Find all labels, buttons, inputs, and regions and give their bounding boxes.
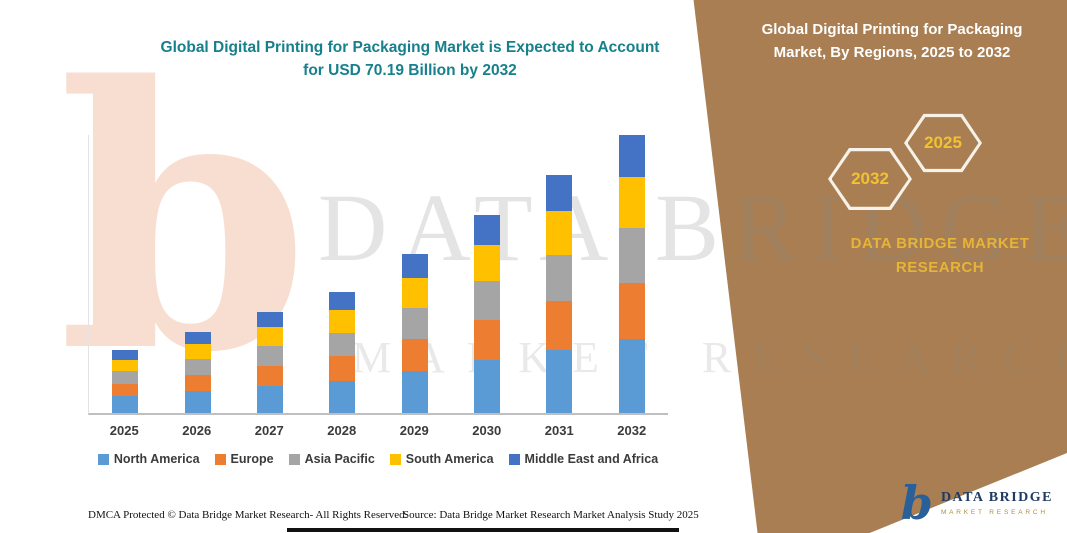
legend-label: Middle East and Africa: [524, 452, 659, 466]
legend-item-north-america: North America: [97, 452, 200, 466]
x-axis-label: 2025: [109, 423, 139, 438]
bar-segment-europe: [546, 300, 573, 350]
bar-column-2026: [161, 135, 233, 413]
bar-segment-europe: [329, 356, 356, 381]
bar-segment-asia-pacific: [256, 345, 283, 366]
footer-dmca-text: DMCA Protected © Data Bridge Market Rese…: [88, 509, 408, 521]
bar-segment-europe: [618, 282, 645, 340]
x-axis-label: 2032: [617, 423, 647, 438]
hexagon-2032: 2032: [828, 147, 912, 211]
databridge-logo-tagline: MARKET RESEARCH: [940, 509, 1048, 517]
databridge-logo: b DATA BRIDGE MARKET RESEARCH: [900, 475, 1053, 530]
bar-segment-south-america: [329, 310, 356, 333]
bar-segment-middle-east-and-africa: [546, 174, 573, 211]
x-axis-label: 2031: [544, 423, 574, 438]
legend-item-south-america: South America: [389, 452, 494, 466]
bar-column-2032: [596, 134, 668, 413]
bar-segment-asia-pacific: [401, 307, 428, 339]
bar-segment-middle-east-and-africa: [474, 214, 501, 245]
legend-swatch: [97, 453, 109, 465]
bar-segment-north-america: [184, 391, 211, 413]
bar-segment-north-america: [256, 386, 283, 413]
bar-segment-asia-pacific: [112, 371, 139, 384]
bar-column-2031: [523, 135, 595, 413]
bar-segment-middle-east-and-africa: [256, 311, 283, 328]
bar-segment-south-america: [401, 278, 428, 308]
bar-segment-north-america: [474, 360, 501, 413]
bar-segment-north-america: [546, 349, 573, 413]
hexagon-2025: 2025: [904, 113, 982, 173]
bar-segment-europe: [256, 365, 283, 387]
legend-item-europe: Europe: [214, 452, 274, 466]
bar-segment-south-america: [184, 343, 211, 359]
bar-column-2030: [451, 135, 523, 413]
bar-segment-south-america: [546, 210, 573, 255]
bar-segment-asia-pacific: [184, 358, 211, 375]
bar-column-2029: [379, 135, 451, 413]
footer-source-text: Source: Data Bridge Market Research Mark…: [403, 509, 699, 521]
chart-xlabels: 2025 2026 2027 2028 2029 2030 2031 2032: [88, 423, 668, 438]
bar-segment-asia-pacific: [618, 228, 645, 283]
chart-title: Global Digital Printing for Packaging Ma…: [160, 39, 660, 80]
bar-column-2025: [89, 135, 161, 413]
panel-title: Global Digital Printing for Packaging Ma…: [761, 21, 1023, 62]
legend-label: Europe: [230, 452, 274, 466]
x-axis-label: 2026: [182, 423, 212, 438]
legend-swatch: [214, 453, 226, 465]
hexagon-2032-label: 2032: [831, 151, 909, 207]
bar-segment-south-america: [618, 177, 645, 229]
bar-segment-north-america: [329, 380, 356, 413]
databridge-logo-icon: b: [900, 475, 933, 530]
panel-brand-text: DATA BRIDGE MARKET RESEARCH: [850, 235, 1030, 276]
bar-segment-asia-pacific: [546, 254, 573, 301]
x-axis-label: 2028: [327, 423, 357, 438]
legend-label: Asia Pacific: [304, 452, 375, 466]
databridge-logo-name: DATA BRIDGE: [940, 490, 1053, 506]
bar-segment-middle-east-and-africa: [401, 254, 428, 279]
bar-column-2027: [234, 135, 306, 413]
chart-legend: North America Europe Asia Pacific South Ame…: [75, 452, 681, 466]
hexagon-2025-label: 2025: [907, 117, 979, 169]
bar-segment-asia-pacific: [474, 281, 501, 320]
bar-segment-middle-east-and-africa: [184, 331, 211, 344]
bar-segment-asia-pacific: [329, 332, 356, 357]
bar-segment-europe: [184, 374, 211, 392]
bar-column-2028: [306, 135, 378, 413]
footer-divider-bar: [287, 528, 679, 532]
x-axis-label: 2030: [472, 423, 502, 438]
legend-item-middle-east-and-africa: Middle East and Africa: [508, 452, 659, 466]
bar-segment-middle-east-and-africa: [112, 350, 139, 360]
x-axis-label: 2029: [399, 423, 429, 438]
bar-segment-north-america: [112, 396, 139, 413]
bar-segment-europe: [474, 319, 501, 361]
legend-swatch: [288, 453, 300, 465]
bar-segment-north-america: [401, 371, 428, 413]
legend-swatch: [389, 453, 401, 465]
bar-segment-middle-east-and-africa: [618, 134, 645, 178]
bar-segment-south-america: [256, 327, 283, 346]
bar-segment-europe: [401, 338, 428, 371]
bar-segment-south-america: [112, 359, 139, 372]
chart-plot: [88, 134, 668, 415]
x-axis-label: 2027: [254, 423, 284, 438]
bar-segment-south-america: [474, 244, 501, 282]
bar-segment-europe: [112, 383, 139, 397]
legend-label: South America: [405, 452, 494, 466]
legend-swatch: [508, 453, 520, 465]
legend-item-asia-pacific: Asia Pacific: [288, 452, 375, 466]
legend-label: North America: [113, 452, 200, 466]
bar-segment-north-america: [618, 339, 645, 413]
bar-segment-middle-east-and-africa: [329, 291, 356, 311]
